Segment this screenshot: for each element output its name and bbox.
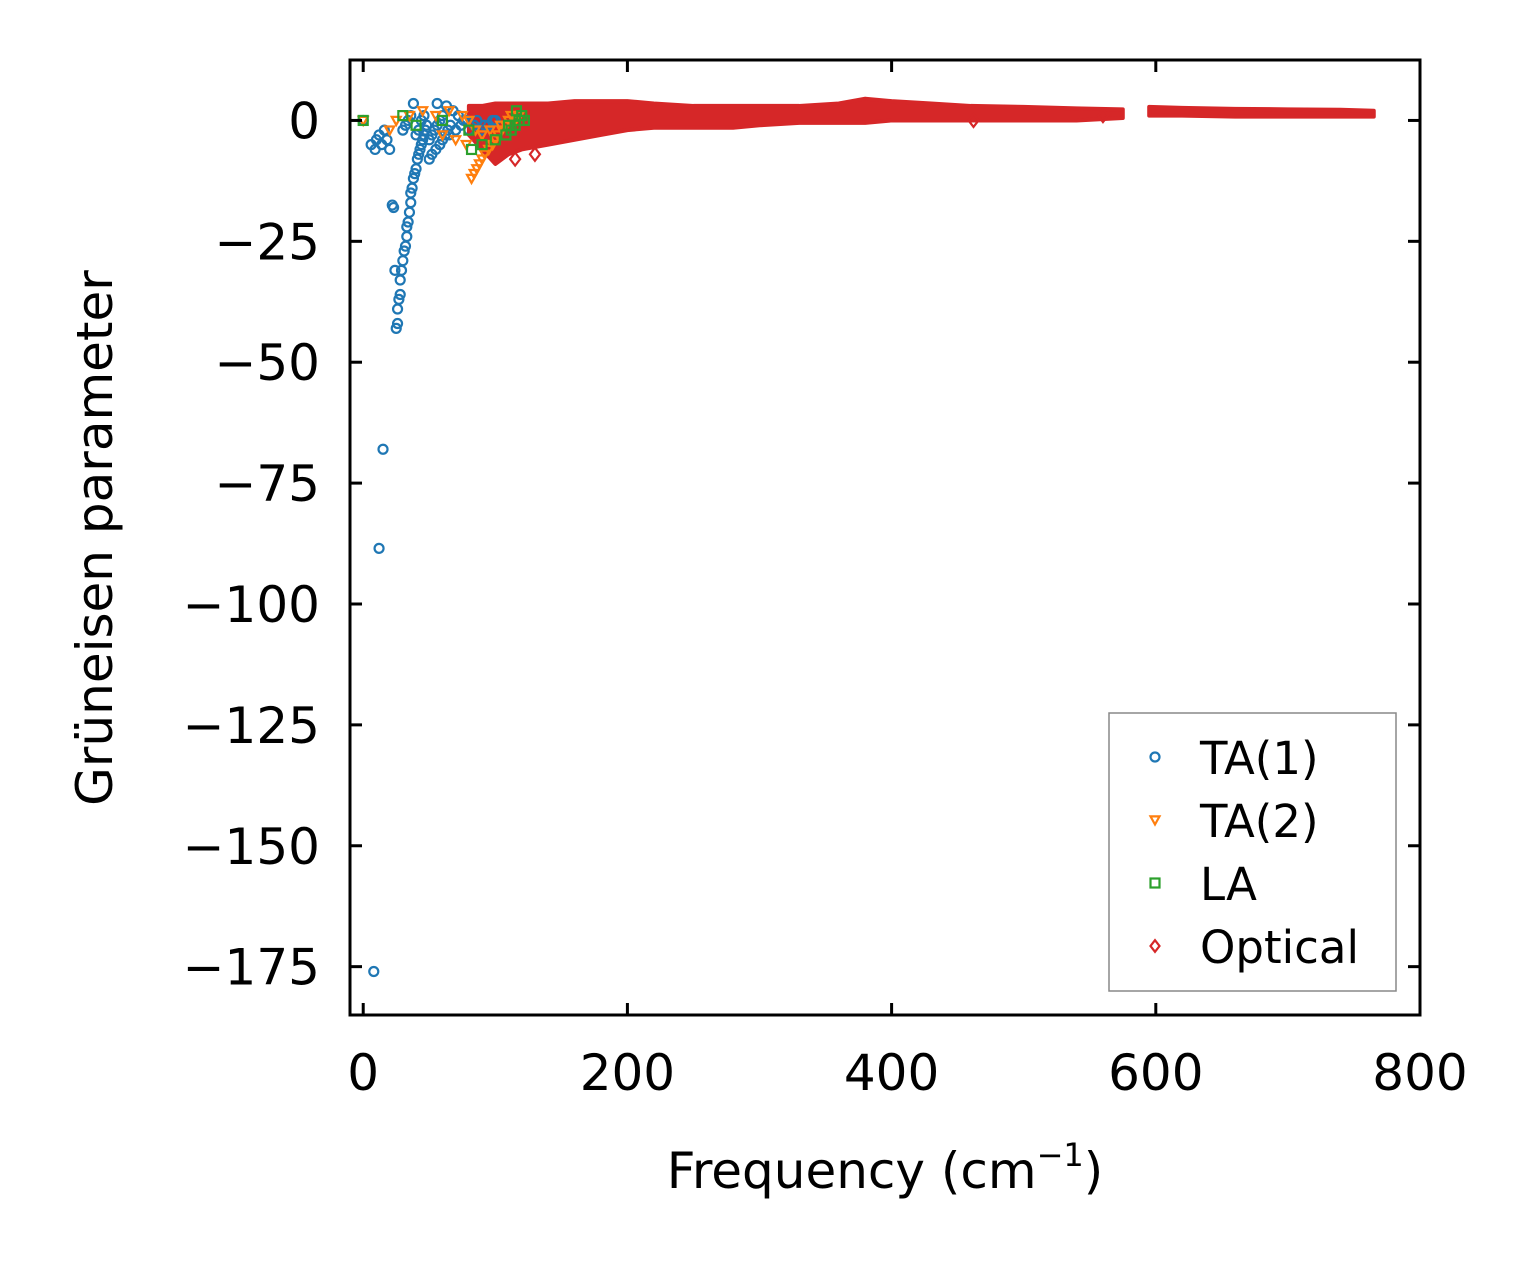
y-tick-label: −175 bbox=[183, 939, 320, 997]
ta-1-point bbox=[407, 172, 420, 185]
optical-band-layer bbox=[466, 96, 1376, 166]
legend-frame bbox=[1108, 712, 1397, 992]
ta-1-point bbox=[403, 206, 416, 218]
la-point bbox=[476, 139, 488, 151]
legend-label-2: TA(2) bbox=[1199, 795, 1319, 848]
plot-frame bbox=[348, 58, 1422, 1017]
ta-1-point bbox=[413, 148, 425, 160]
ta-2-point bbox=[449, 135, 463, 147]
y-tick-label: −150 bbox=[183, 818, 320, 876]
ta-1-point bbox=[381, 134, 393, 146]
ta-1-point bbox=[415, 139, 427, 151]
ta-2-point bbox=[475, 130, 489, 142]
ta-2-point bbox=[442, 106, 456, 118]
la-point bbox=[502, 119, 515, 131]
ta-1-point bbox=[409, 168, 421, 180]
la-point bbox=[410, 119, 422, 131]
ta-1-point bbox=[394, 274, 406, 286]
la-point bbox=[436, 114, 449, 127]
y-tick-label: −25 bbox=[214, 213, 320, 271]
x-axis-label-sup: −1 bbox=[1037, 1136, 1084, 1174]
la-point bbox=[465, 143, 478, 156]
x-axis-label-main: Frequency (cm bbox=[667, 1142, 1037, 1200]
ta-2-point bbox=[383, 125, 396, 137]
ta-1-point bbox=[391, 317, 404, 330]
x-tick-label: 800 bbox=[1372, 1044, 1467, 1102]
ta-1-point bbox=[479, 119, 491, 131]
la-point bbox=[463, 124, 475, 136]
ta-2-point bbox=[462, 115, 476, 128]
y-axis-label: Grüneisen parameter bbox=[66, 270, 124, 806]
x-tick-label: 600 bbox=[1108, 1044, 1203, 1102]
ta-1-point bbox=[393, 293, 405, 305]
x-tick-label: 0 bbox=[347, 1044, 379, 1102]
ta-1-point bbox=[405, 187, 417, 199]
optical-point bbox=[1096, 107, 1110, 124]
y-axis: 0 −25 −50 −75 −100 −125 −150 −175 bbox=[183, 92, 1420, 997]
ta-1-point bbox=[401, 230, 413, 243]
y-tick-label: −125 bbox=[183, 697, 320, 755]
points-layer bbox=[356, 97, 1110, 978]
y-tick-label: 0 bbox=[288, 92, 320, 150]
optical-point bbox=[967, 112, 980, 129]
legend: TA(1) TA(2) LA Optical bbox=[1108, 712, 1397, 992]
ta-1-point bbox=[394, 288, 406, 301]
x-axis-label-end: ) bbox=[1084, 1142, 1104, 1200]
x-axis-label: Frequency (cm−1) bbox=[667, 1136, 1104, 1200]
ta-1-point bbox=[411, 153, 423, 165]
ta-1-point bbox=[377, 443, 389, 455]
ta-1-point bbox=[373, 542, 385, 554]
ta-1-point bbox=[390, 322, 402, 334]
la-point bbox=[397, 110, 409, 122]
la-point bbox=[518, 114, 530, 127]
ta-1-point bbox=[489, 114, 501, 127]
ta-1-point bbox=[368, 965, 380, 978]
ta-1-point bbox=[397, 255, 409, 267]
ta-1-point bbox=[391, 303, 404, 315]
legend-marker-1 bbox=[1149, 751, 1161, 763]
optical-band-1 bbox=[466, 96, 1125, 166]
ta-1-point bbox=[405, 197, 417, 209]
legend-marker-3 bbox=[1149, 877, 1161, 889]
y-tick-label: −100 bbox=[183, 576, 320, 634]
ta-2-point bbox=[494, 120, 507, 133]
optical-point bbox=[528, 145, 542, 163]
ta-1-point bbox=[401, 221, 413, 233]
ta-2-point bbox=[416, 106, 430, 118]
la-point bbox=[489, 134, 501, 146]
legend-label-4: Optical bbox=[1200, 921, 1359, 974]
y-tick-label: −75 bbox=[214, 455, 320, 513]
ta-2-point bbox=[478, 149, 492, 162]
la-point bbox=[510, 105, 523, 117]
legend-label-1: TA(1) bbox=[1199, 732, 1319, 785]
x-axis: 0 200 400 600 800 bbox=[347, 60, 1468, 1102]
ta-1-point bbox=[384, 143, 396, 156]
ta-2-point bbox=[483, 125, 497, 137]
ta-1-point bbox=[387, 201, 400, 214]
legend-marker-2 bbox=[1148, 815, 1162, 827]
ta-1-point bbox=[431, 97, 443, 110]
x-tick-label: 200 bbox=[580, 1044, 675, 1102]
legend-marker-4 bbox=[1149, 938, 1161, 954]
ta-1-point bbox=[407, 97, 420, 110]
legend-label-3: LA bbox=[1200, 858, 1257, 911]
ta-1-point bbox=[398, 245, 410, 257]
y-tick-label: −50 bbox=[214, 334, 320, 392]
optical-band-2 bbox=[1147, 104, 1376, 119]
ta-1-point bbox=[414, 143, 426, 156]
x-tick-label: 400 bbox=[844, 1044, 939, 1102]
ta-2-point bbox=[436, 130, 449, 142]
ta-1-point bbox=[389, 264, 401, 276]
optical-point bbox=[508, 150, 522, 168]
